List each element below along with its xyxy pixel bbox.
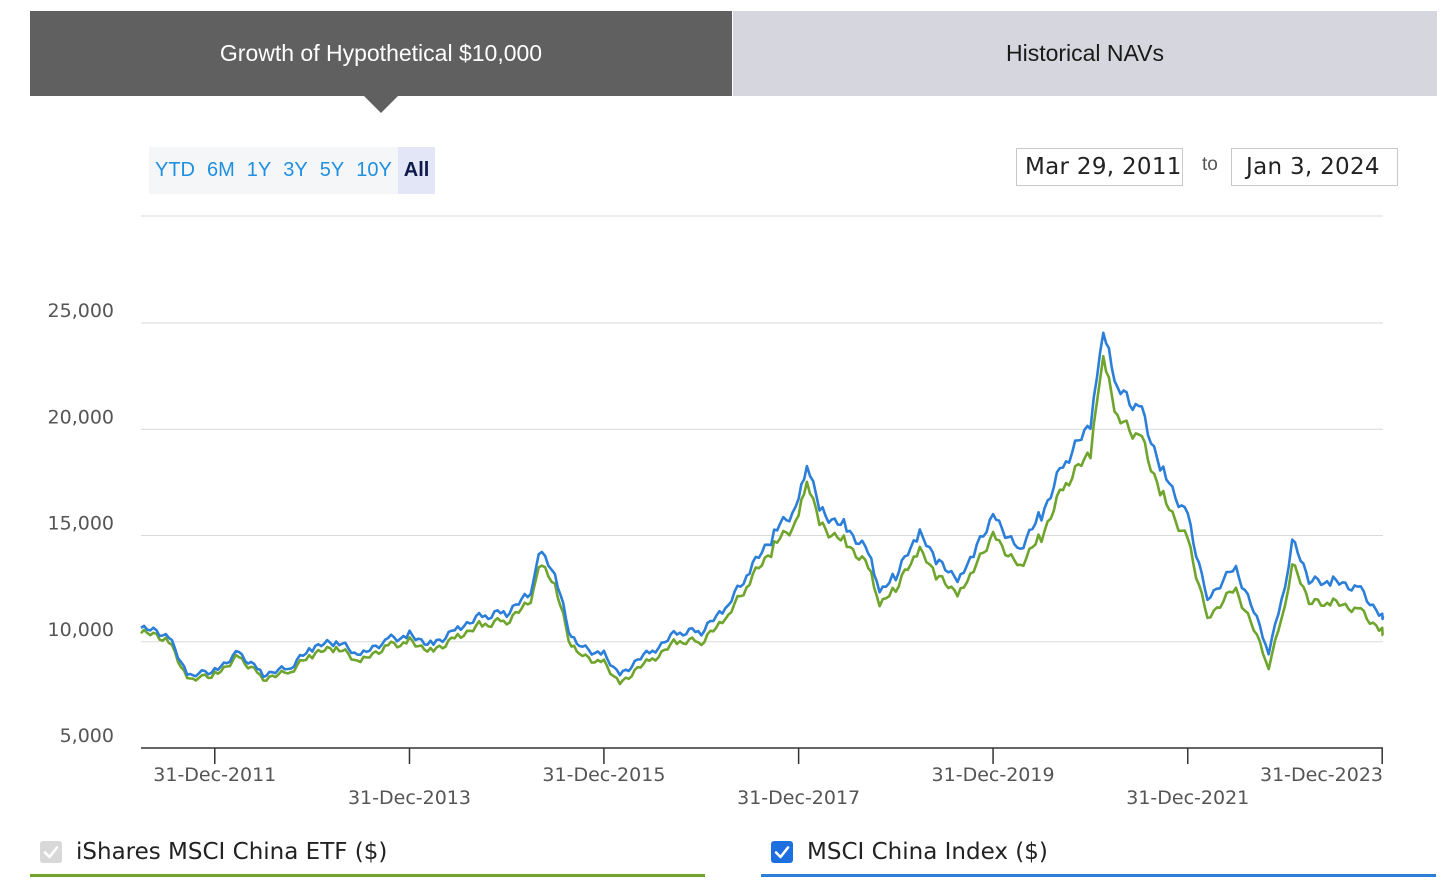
range-button-10y[interactable]: 10Y xyxy=(356,159,392,181)
legend-label-etf: iShares MSCI China ETF ($) xyxy=(76,839,388,865)
y-tick-label: 5,000 xyxy=(60,725,114,747)
checkmark-icon xyxy=(43,846,59,859)
series-line-etf xyxy=(140,354,1384,686)
y-tick-label: 20,000 xyxy=(48,406,114,428)
legend-item-etf[interactable]: iShares MSCI China ETF ($) xyxy=(30,830,705,877)
date-range-separator: to xyxy=(1202,154,1218,175)
y-tick-label: 25,000 xyxy=(48,300,114,322)
x-tick-label: 31-Dec-2011 xyxy=(153,764,276,786)
tab-historical-navs[interactable]: Historical NAVs xyxy=(733,11,1437,96)
chart-tabs: Growth of Hypothetical $10,000 Historica… xyxy=(30,11,1437,113)
legend-item-index[interactable]: MSCI China Index ($) xyxy=(761,830,1436,877)
tab-growth-of-10000[interactable]: Growth of Hypothetical $10,000 xyxy=(30,11,732,96)
index-checkbox[interactable] xyxy=(771,841,793,863)
range-button-3y[interactable]: 3Y xyxy=(283,159,308,181)
series-line-index xyxy=(140,331,1385,679)
range-button-1y[interactable]: 1Y xyxy=(246,159,272,181)
tab-growth-label: Growth of Hypothetical $10,000 xyxy=(219,40,543,66)
x-tick-label: 31-Dec-2017 xyxy=(737,787,860,809)
checkmark-icon xyxy=(774,846,790,859)
start-date-input[interactable]: Mar 29, 2011 xyxy=(1016,148,1183,186)
range-button-6m[interactable]: 6M xyxy=(207,159,235,181)
y-tick-label: 10,000 xyxy=(48,619,114,641)
etf-checkbox[interactable] xyxy=(40,841,62,863)
x-tick-label: 31-Dec-2015 xyxy=(542,764,665,786)
x-tick-label: 31-Dec-2019 xyxy=(932,764,1055,786)
x-tick-label: 31-Dec-2021 xyxy=(1126,787,1249,809)
x-tick-label: 31-Dec-2013 xyxy=(348,787,471,809)
range-button-ytd[interactable]: YTD xyxy=(155,159,195,181)
end-date-input[interactable]: Jan 3, 2024 xyxy=(1231,148,1398,186)
tab-navs-label: Historical NAVs xyxy=(1005,40,1165,66)
y-tick-label: 15,000 xyxy=(48,513,114,535)
range-button-5y[interactable]: 5Y xyxy=(319,159,345,181)
legend-label-index: MSCI China Index ($) xyxy=(807,839,1048,865)
x-tick-label: 31-Dec-2023 xyxy=(1260,764,1383,786)
range-selector: YTD 6M 1Y 3Y 5Y 10Y All xyxy=(149,147,436,194)
active-tab-pointer-icon xyxy=(364,96,398,113)
range-button-all[interactable]: All xyxy=(397,147,436,194)
